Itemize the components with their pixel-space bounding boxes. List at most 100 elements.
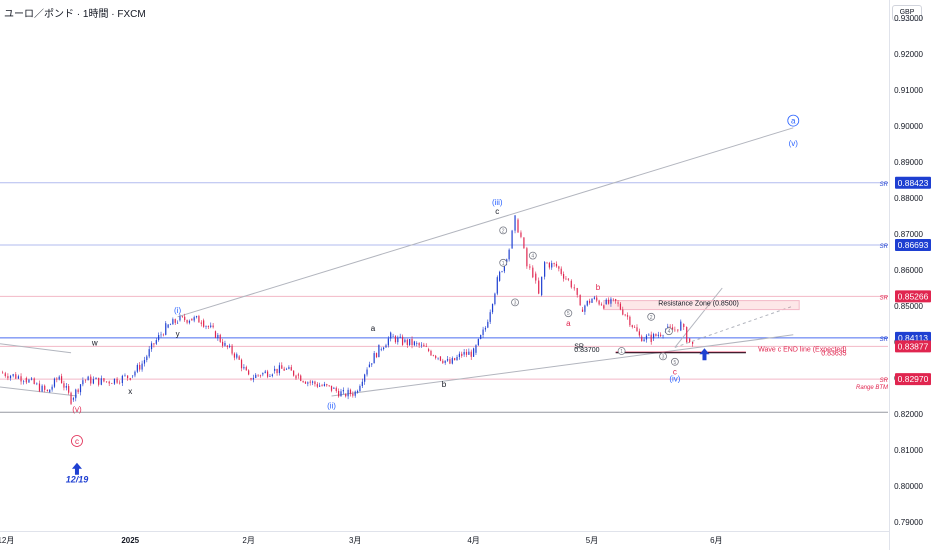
candle-body (295, 375, 297, 379)
candle-body (683, 324, 685, 328)
candle-body (214, 331, 217, 338)
candle-body (508, 249, 510, 260)
candle-body (544, 262, 546, 277)
candle-body (203, 320, 205, 327)
upper-channel-line (177, 127, 794, 318)
candle-body (198, 316, 200, 323)
sr-small-label: SR (574, 343, 584, 350)
candle-body (4, 373, 6, 377)
candle-body (520, 232, 522, 237)
price-tag-value: 0.83877 (898, 341, 929, 351)
candle-body (49, 389, 51, 393)
candle-body (184, 316, 186, 321)
candle-body (259, 375, 262, 377)
candle-body (548, 262, 550, 268)
candle-body (79, 384, 82, 393)
candle-body (458, 353, 460, 357)
candle-body (311, 381, 314, 383)
currency-button[interactable]: GBP (892, 5, 922, 21)
candle-body (562, 274, 565, 279)
candle-body (224, 342, 226, 346)
candle-body (134, 371, 136, 376)
candle-body (541, 276, 543, 296)
candle-body (397, 337, 399, 343)
candle-body (603, 305, 605, 309)
candle-body (7, 376, 9, 379)
circled-wave-label: 3 (662, 354, 665, 360)
candle-body (444, 360, 446, 363)
candle-body (677, 329, 679, 331)
candle-body (503, 262, 505, 272)
candle-body (30, 378, 33, 380)
price-axis-separator (889, 0, 890, 550)
x-tick-label: 4月 (467, 536, 479, 545)
candle-body (401, 336, 404, 345)
wave-label: x (128, 387, 132, 396)
candle-body (181, 316, 183, 317)
candle-body (155, 340, 157, 344)
candle-body (399, 336, 401, 338)
candle-body (468, 351, 470, 355)
candle-body (179, 316, 181, 321)
price-tag (895, 176, 931, 189)
circled-wave-marker (665, 327, 673, 336)
candle-body (491, 303, 494, 313)
candle-body (240, 359, 243, 369)
candle-body (555, 263, 558, 267)
candle-body (252, 377, 254, 380)
candle-body (103, 378, 105, 382)
candle-body (231, 345, 233, 354)
wave-label: (ii) (327, 402, 336, 411)
candle-body (257, 374, 259, 376)
candle-body (316, 384, 318, 387)
candle-body (226, 345, 228, 347)
target-arrow-up (699, 348, 710, 361)
sr-label: SR (880, 182, 889, 188)
x-tick-label: 3月 (349, 536, 361, 545)
candle-body (121, 375, 123, 384)
circled-wave-label: a (791, 117, 796, 126)
candle-body (116, 378, 118, 383)
candle-body (529, 266, 531, 268)
candle-body (297, 374, 299, 376)
candle-body (174, 319, 176, 323)
candle-body (586, 300, 588, 306)
candle-body (113, 378, 116, 384)
candle-body (28, 379, 30, 383)
candle-body (323, 384, 326, 386)
projection-dashed-line (674, 305, 794, 348)
candle-body (238, 356, 240, 360)
candle-body (378, 344, 380, 358)
candle-body (60, 376, 63, 384)
y-tick-label: 0.86000 (894, 266, 923, 275)
candle-body (615, 299, 617, 301)
candle-body (269, 375, 271, 377)
candle-body (119, 382, 121, 384)
candle-body (177, 322, 179, 324)
lower-channel-line (331, 334, 794, 397)
y-tick-label: 0.89000 (894, 158, 923, 167)
candle-body (366, 369, 368, 375)
candle-body (153, 343, 155, 345)
candle-body (229, 345, 231, 347)
candle-body (65, 386, 67, 388)
circled-wave-label: 5 (567, 311, 570, 317)
candle-body (501, 271, 503, 272)
circled-wave-marker (499, 226, 508, 235)
candle-body (442, 360, 444, 363)
candle-body (375, 353, 378, 358)
candle-body (418, 343, 420, 346)
candle-body (319, 385, 321, 387)
candle-body (596, 297, 598, 301)
candle-body (338, 390, 340, 397)
candle-body (517, 219, 519, 233)
candle-body (435, 355, 437, 358)
candle-body (243, 367, 245, 369)
candle-body (132, 375, 134, 377)
y-tick-label: 0.93000 (894, 14, 923, 23)
candle-body (484, 327, 487, 330)
candle-body (475, 345, 477, 353)
candle-body (41, 385, 43, 392)
y-tick-label: 0.85000 (894, 302, 923, 311)
